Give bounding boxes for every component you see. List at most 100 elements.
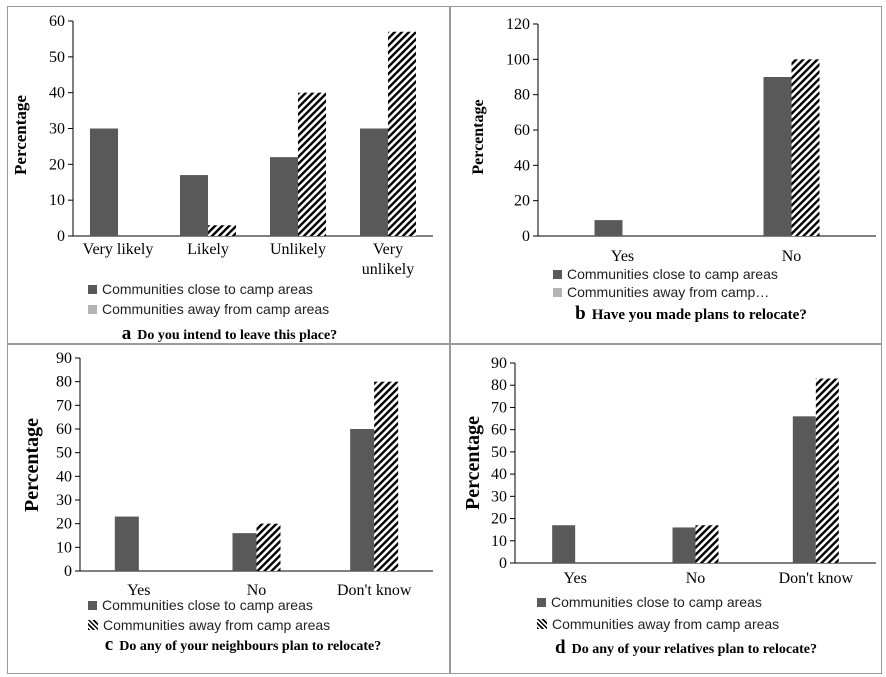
chart-panel-c: 0 10 20 30 40 50 60 70 80 90 Percentage Yes No Don't … — [7, 344, 450, 674]
y-axis-label-c: Percentage — [21, 418, 43, 512]
caption-d-letter: d — [555, 637, 566, 658]
y-axis-label-d: Percentage — [462, 416, 484, 510]
category-label-d-3: Don't know — [779, 570, 854, 587]
y-tick-label-d-9: 90 — [491, 355, 507, 372]
bar-b-series2-cat2 — [791, 59, 820, 237]
bar-d-series1-cat2 — [672, 527, 696, 563]
y-tick-label-a-5: 50 — [49, 49, 65, 66]
legend-a-item-2: Communities away from camp areas — [88, 299, 329, 319]
legend-b-label-2: Communities away from camp… — [567, 284, 770, 300]
y-tick-label-d-7: 70 — [491, 399, 507, 416]
bar-d-series1-cat3 — [792, 416, 816, 563]
y-tick-label-c-0: 0 — [64, 563, 72, 580]
caption-c: c Do any of your neighbours plan to reloc… — [98, 634, 388, 655]
y-tick-label-c-6: 60 — [56, 421, 72, 438]
category-label-a-1: Very likely — [83, 241, 154, 258]
y-tick-label-a-1: 10 — [49, 192, 65, 209]
bar-a-series1-cat4 — [360, 128, 388, 236]
bar-c-series2-cat3 — [374, 381, 399, 571]
caption-a-letter: a — [121, 323, 132, 344]
legend-a: Communities close to camp areas Communit… — [88, 279, 329, 319]
legend-d-item-1: Communities close to camp areas — [537, 591, 779, 613]
legend-c: Communities close to camp areas Communit… — [88, 595, 330, 635]
legend-a-swatch-1 — [88, 284, 97, 294]
legend-c-label-2: Communities away from camp areas — [103, 617, 331, 633]
bar-a-series1-cat3 — [270, 157, 298, 236]
y-tick-label-c-1: 10 — [56, 539, 72, 556]
legend-c-label-1: Communities close to camp areas — [102, 597, 313, 613]
bar-a-series1-cat1 — [90, 128, 118, 236]
y-tick-label-d-2: 20 — [491, 511, 507, 528]
y-tick-label-d-4: 40 — [491, 466, 507, 483]
bar-c-series2-cat2 — [256, 523, 281, 571]
caption-b-text: Have you made plans to relocate? — [591, 307, 807, 323]
caption-a: a Do you intend to leave this place? — [8, 323, 451, 345]
chart-a-svg: 0 10 20 30 40 50 60 Percentage Very likely Likely… — [11, 13, 433, 278]
chart-panel-b: 0 20 40 60 80 100 120 Percentage Yes No Communiti… — [450, 6, 882, 344]
chart-b-svg: 0 20 40 60 80 100 120 Percentage Yes No — [470, 16, 876, 265]
y-tick-label-c-5: 50 — [56, 445, 72, 462]
legend-a-swatch-2 — [88, 304, 97, 314]
legend-a-label-1: Communities close to camp areas — [102, 281, 313, 297]
category-label-a-4-line2: unlikely — [362, 261, 414, 278]
caption-a-text: Do you intend to leave this place? — [137, 328, 338, 343]
caption-d-text: Do any of your relatives plan to relocat… — [571, 642, 817, 657]
legend-d-label-1: Communities close to camp areas — [551, 594, 762, 610]
legend-b: Communities close to camp areas Communit… — [553, 265, 778, 301]
y-tick-label-a-4: 40 — [49, 85, 65, 102]
legend-d-label-2: Communities away from camp areas — [552, 616, 780, 632]
category-label-c-2: No — [247, 582, 267, 599]
y-tick-label-b-3: 60 — [514, 122, 530, 139]
caption-b: b Have you made plans to relocate? — [561, 303, 821, 326]
chart-panel-a: 0 10 20 30 40 50 60 Percentage Very likely Likely… — [7, 6, 450, 344]
legend-a-item-1: Communities close to camp areas — [88, 279, 329, 299]
legend-b-label-1: Communities close to camp areas — [567, 266, 778, 282]
y-tick-label-a-3: 30 — [49, 121, 65, 138]
legend-c-swatch-2 — [88, 620, 98, 630]
y-tick-label-a-0: 0 — [57, 228, 65, 245]
category-label-b-1: Yes — [611, 248, 634, 265]
y-tick-label-a-6: 60 — [49, 13, 65, 30]
bar-a-series2-cat2 — [208, 225, 236, 236]
y-tick-label-b-2: 40 — [514, 157, 530, 174]
y-tick-label-d-3: 30 — [491, 488, 507, 505]
legend-c-item-2: Communities away from camp areas — [88, 615, 330, 635]
y-tick-label-b-4: 80 — [514, 87, 530, 104]
category-label-d-2: No — [686, 570, 706, 587]
y-tick-label-c-2: 20 — [56, 516, 72, 533]
chart-panel-d: 0 10 20 30 40 50 60 70 80 90 Percentage Yes No Don't … — [450, 344, 882, 674]
y-tick-label-c-9: 90 — [56, 350, 72, 367]
legend-b-swatch-2 — [553, 287, 562, 297]
legend-d-item-2: Communities away from camp areas — [537, 613, 779, 635]
y-tick-label-c-4: 40 — [56, 468, 72, 485]
bar-c-series1-cat1 — [114, 516, 139, 571]
chart-c-svg: 0 10 20 30 40 50 60 70 80 90 Percentage Yes No Don't … — [21, 350, 433, 599]
y-tick-label-d-8: 80 — [491, 377, 507, 394]
category-label-d-1: Yes — [564, 570, 587, 587]
category-label-a-2: Likely — [187, 241, 229, 258]
legend-d-swatch-1 — [537, 597, 546, 607]
category-label-c-1: Yes — [127, 582, 150, 599]
y-tick-label-b-1: 20 — [514, 193, 530, 210]
chart-d-svg: 0 10 20 30 40 50 60 70 80 90 Percentage Yes No Don't … — [462, 355, 876, 587]
y-tick-label-c-7: 70 — [56, 397, 72, 414]
category-label-c-3: Don't know — [337, 582, 412, 599]
y-tick-label-b-5: 100 — [506, 51, 530, 68]
y-axis-label-b: Percentage — [470, 99, 487, 174]
legend-d-swatch-2 — [537, 619, 547, 629]
y-tick-label-b-6: 120 — [506, 16, 530, 33]
bar-c-series1-cat3 — [350, 429, 375, 571]
y-tick-label-b-0: 0 — [522, 228, 530, 245]
bar-a-series2-cat4 — [388, 31, 416, 236]
bar-a-series1-cat2 — [180, 175, 208, 236]
y-tick-label-d-0: 0 — [499, 555, 507, 572]
bar-a-series2-cat3 — [298, 92, 326, 237]
y-tick-label-c-3: 30 — [56, 492, 72, 509]
bar-b-series1-cat2 — [763, 77, 792, 236]
bar-d-series2-cat3 — [815, 378, 839, 563]
bar-d-series2-cat2 — [695, 525, 719, 563]
y-tick-label-d-5: 50 — [491, 444, 507, 461]
y-axis-label-a: Percentage — [11, 95, 30, 175]
y-tick-label-d-6: 60 — [491, 422, 507, 439]
caption-c-letter: c — [104, 634, 114, 655]
